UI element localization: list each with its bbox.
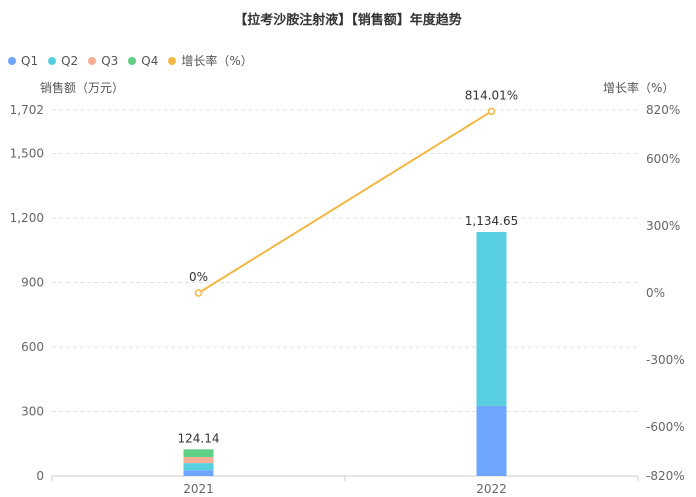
bar-segment-q1 — [476, 405, 507, 476]
growth-point — [194, 289, 203, 297]
legend-swatch-q4 — [128, 56, 137, 65]
y-right-tick-label: -300% — [646, 353, 685, 367]
legend-label-q2: Q2 — [61, 53, 79, 68]
legend: Q1 Q2 Q3 Q4 增长率（%） — [8, 52, 253, 69]
x-tick-label: 2021 — [183, 482, 214, 496]
legend-label-growth: 增长率（%） — [181, 54, 253, 68]
y-left-tick-label: 1,200 — [10, 211, 44, 225]
y-left-tick-label: 900 — [21, 275, 44, 289]
y-left-tick-label: 1,702 — [10, 103, 44, 117]
legend-swatch-growth — [168, 56, 177, 65]
legend-item-q4[interactable]: Q4 — [128, 52, 158, 69]
y-left-tick-label: 600 — [21, 340, 44, 354]
growth-line — [197, 110, 493, 294]
bar-segment-q2 — [476, 232, 507, 406]
bar-segment-q4 — [183, 449, 214, 458]
y-axis-right-title: 增长率（%） — [603, 81, 675, 95]
legend-item-q2[interactable]: Q2 — [48, 52, 78, 69]
bar-segment-q1 — [183, 470, 214, 476]
bar-segment-q3 — [183, 457, 214, 464]
growth-label: 0% — [189, 270, 208, 284]
growth-label: 814.01% — [465, 88, 518, 102]
legend-item-q3[interactable]: Q3 — [88, 52, 118, 69]
legend-swatch-q2 — [48, 56, 57, 65]
y-axis-left-title: 销售额（万元） — [40, 81, 125, 95]
y-right-tick-label: 300% — [646, 219, 680, 233]
legend-item-growth[interactable]: 增长率（%） — [168, 52, 253, 69]
chart-title: 【拉考沙胺注射液】【销售额】年度趋势 — [234, 13, 462, 28]
y-right-tick-label: -600% — [646, 420, 685, 434]
y-right-tick-label: -820% — [646, 469, 685, 483]
legend-swatch-q3 — [88, 56, 97, 65]
y-right-tick-label: 820% — [646, 103, 680, 117]
legend-swatch-q1 — [8, 56, 16, 65]
x-tick-label: 2022 — [476, 482, 507, 496]
legend-label-q3: Q3 — [101, 53, 119, 68]
legend-label-q4: Q4 — [141, 53, 159, 68]
legend-label-q1: Q1 — [21, 53, 39, 68]
y-left-tick-label: 0 — [36, 469, 44, 483]
y-right-tick-label: 0% — [646, 286, 665, 300]
bar-total-label: 124.14 — [178, 431, 220, 445]
bar-total-label: 1,134.65 — [465, 214, 518, 228]
y-left-tick-label: 300 — [21, 404, 44, 418]
bar-segment-q2 — [183, 463, 214, 471]
y-right-tick-label: 600% — [646, 152, 680, 166]
y-left-tick-label: 1,500 — [10, 146, 44, 160]
growth-point — [487, 107, 496, 116]
legend-item-q1[interactable]: Q1 — [8, 52, 38, 69]
